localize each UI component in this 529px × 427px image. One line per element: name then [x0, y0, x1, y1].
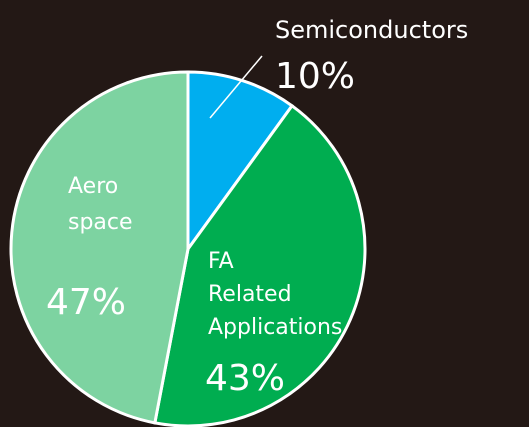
- slice-label: FA Related Applications: [208, 249, 342, 340]
- leader-line: [209, 55, 263, 119]
- value-label: 47%: [46, 282, 126, 323]
- value-label: 43%: [205, 358, 285, 399]
- value-label: 10%: [275, 56, 355, 97]
- pie-slice: [186, 70, 295, 254]
- slice-label: Semiconductors: [275, 16, 468, 44]
- slice-label: Aero space: [68, 174, 133, 235]
- pie-slice: [9, 70, 190, 425]
- pie-slice: [153, 103, 367, 427]
